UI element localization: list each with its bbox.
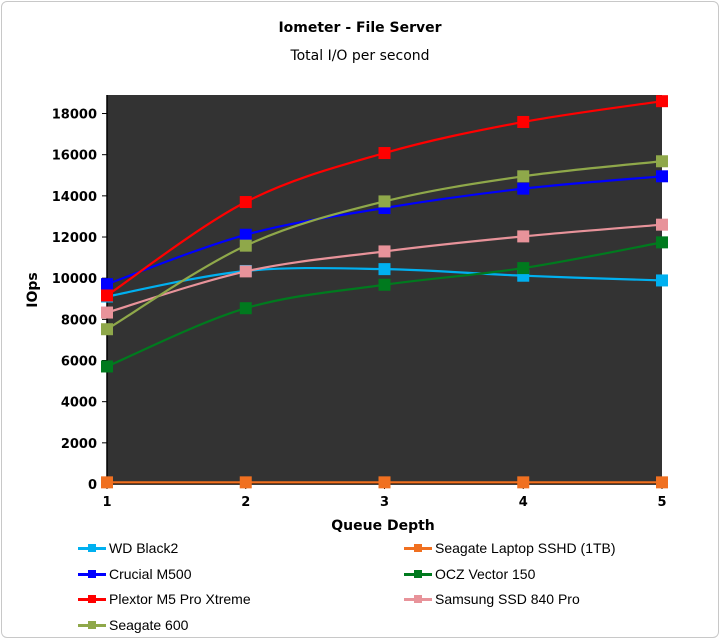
legend-item: Crucial M500 [78,566,191,582]
data-point [656,476,668,489]
x-tick-label: 5 [657,495,666,510]
legend-item: OCZ Vector 150 [404,566,535,582]
data-point [517,182,530,195]
series-seagate-600 [101,155,668,336]
x-tick-label: 3 [380,495,389,510]
legend-item: Samsung SSD 840 Pro [404,591,580,607]
data-point [656,95,668,108]
data-point [656,274,668,287]
legend-label: Plextor M5 Pro Xtreme [109,591,251,607]
y-tick-label: 18000 [52,108,97,123]
data-point [378,245,391,258]
data-point [101,476,113,489]
x-tick-label: 4 [519,495,528,510]
data-point [517,230,530,243]
series-plextor-m5-pro-xtreme [101,95,668,302]
legend-item: WD Black2 [78,540,178,556]
data-point [517,476,530,489]
data-point [239,228,252,241]
data-point [378,195,391,208]
data-point [378,147,391,160]
data-point [101,323,113,336]
y-tick-label: 14000 [52,190,97,205]
data-point [656,218,668,231]
chart-subtitle: Total I/O per second [290,48,430,64]
data-point [517,262,530,275]
data-point [656,236,668,249]
legend-label: Samsung SSD 840 Pro [435,591,580,607]
legend-item: Seagate Laptop SSHD (1TB) [404,540,616,556]
series-crucial-m500 [101,170,668,291]
data-point [101,278,113,291]
y-tick-label: 8000 [61,313,97,328]
legend-label: Seagate 600 [109,616,189,633]
data-point [378,476,391,489]
y-tick-label: 16000 [52,149,97,164]
data-point [101,306,113,319]
legend-swatch [404,567,432,581]
series-seagate-laptop-sshd-1tb- [101,476,668,489]
y-tick-label: 6000 [61,355,97,370]
data-point [239,265,252,278]
data-point [239,476,252,489]
y-tick-label: 12000 [52,231,97,246]
data-point [378,263,391,276]
y-tick-label: 0 [88,478,97,493]
series-samsung-ssd-840-pro [101,218,668,319]
legend-label: OCZ Vector 150 [435,565,536,582]
legend-label: Crucial M500 [109,565,192,582]
y-tick-label: 4000 [61,396,97,411]
x-tick-label: 1 [102,495,111,510]
legend-swatch [78,541,106,555]
legend-item: Plextor M5 Pro Xtreme [78,591,251,607]
legend-swatch [78,618,106,632]
legend-swatch [404,541,432,555]
data-point [517,170,530,183]
data-point [378,278,391,291]
x-tick-label: 2 [241,495,250,510]
data-point [656,155,668,168]
y-axis-label: IOps [25,272,41,307]
chart-title: Iometer - File Server [278,20,442,36]
legend-swatch [78,592,106,606]
data-point [101,289,113,302]
data-point [239,239,252,252]
data-point [656,170,668,183]
y-tick-label: 2000 [61,437,97,452]
x-axis-label: Queue Depth [331,518,435,534]
legend-label: Seagate Laptop SSHD (1TB) [435,540,616,556]
legend-item: Seagate 600 [78,617,188,633]
legend-swatch [78,567,106,581]
legend-swatch [404,592,432,606]
y-tick-label: 10000 [52,272,97,287]
data-point [239,302,252,315]
data-point [239,196,252,209]
data-point [101,360,113,373]
series-ocz-vector-150 [101,236,668,373]
legend-label: WD Black2 [109,540,179,556]
data-point [517,115,530,128]
